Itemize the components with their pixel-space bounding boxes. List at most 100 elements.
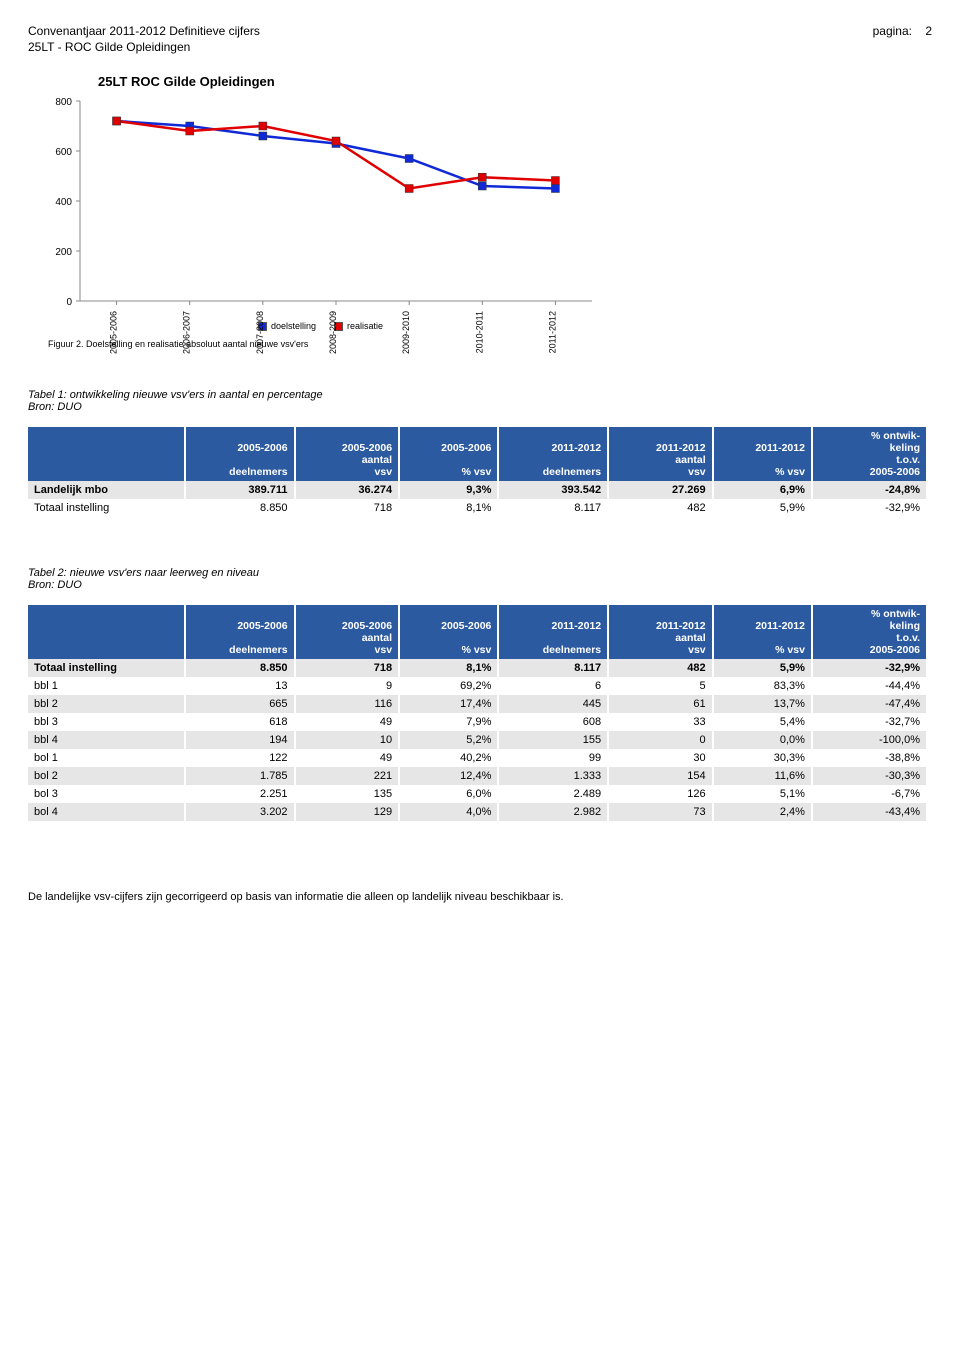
table-header: 2005-2006% vsv <box>399 427 498 481</box>
table-cell: 116 <box>295 695 400 713</box>
page-number: 2 <box>925 24 932 38</box>
table-cell: 154 <box>608 767 713 785</box>
table-cell: 5,9% <box>713 499 812 517</box>
table-cell: 33 <box>608 713 713 731</box>
row-label: Totaal instelling <box>28 659 185 677</box>
row-label: bol 4 <box>28 803 185 821</box>
table-cell: 0 <box>608 731 713 749</box>
table-cell: 30 <box>608 749 713 767</box>
footnote: De landelijke vsv-cijfers zijn gecorrige… <box>28 891 932 903</box>
table-cell: 13 <box>185 677 295 695</box>
row-label: bol 1 <box>28 749 185 767</box>
table-cell: 99 <box>498 749 608 767</box>
svg-text:400: 400 <box>55 197 72 208</box>
table-cell: 2.982 <box>498 803 608 821</box>
table-header: 2005-2006aantalvsv <box>295 605 400 659</box>
table-cell: 8.850 <box>185 659 295 677</box>
table-cell: 8.117 <box>498 499 608 517</box>
table2-source: Bron: DUO <box>28 579 932 591</box>
table-cell: 194 <box>185 731 295 749</box>
table-cell: 126 <box>608 785 713 803</box>
table-cell: 482 <box>608 659 713 677</box>
table-row: bol 32.2511356,0%2.4891265,1%-6,7% <box>28 785 927 803</box>
table-row: Landelijk mbo389.71136.2749,3%393.54227.… <box>28 481 927 499</box>
table-cell: 5 <box>608 677 713 695</box>
table-cell: 6,9% <box>713 481 812 499</box>
table2-caption: Tabel 2: nieuwe vsv'ers naar leerweg en … <box>28 567 932 579</box>
row-label: bol 2 <box>28 767 185 785</box>
table-header: 2005-2006aantalvsv <box>295 427 400 481</box>
table-cell: 10 <box>295 731 400 749</box>
table-cell: -32,9% <box>812 659 927 677</box>
svg-text:2011-2012: 2011-2012 <box>547 311 557 353</box>
chart-section: 25LT ROC Gilde Opleidingen 0200400600800… <box>38 74 932 349</box>
table-cell: 8.850 <box>185 499 295 517</box>
table-cell: 618 <box>185 713 295 731</box>
table-cell: 8,1% <box>399 499 498 517</box>
table-cell: 135 <box>295 785 400 803</box>
table-cell: 1.785 <box>185 767 295 785</box>
table-cell: 8,1% <box>399 659 498 677</box>
header-title: Convenantjaar 2011-2012 Definitieve cijf… <box>28 24 260 38</box>
table-cell: 2.489 <box>498 785 608 803</box>
table-header: 2011-2012% vsv <box>713 605 812 659</box>
table-row: bbl 4194105,2%15500,0%-100,0% <box>28 731 927 749</box>
svg-text:2007-2008: 2007-2008 <box>255 311 265 354</box>
table-row: bol 43.2021294,0%2.982732,4%-43,4% <box>28 803 927 821</box>
table-row: bbl 113969,2%6583,3%-44,4% <box>28 677 927 695</box>
table-cell: 393.542 <box>498 481 608 499</box>
table-cell: 83,3% <box>713 677 812 695</box>
table-cell: 482 <box>608 499 713 517</box>
row-label: bbl 4 <box>28 731 185 749</box>
page-header: Convenantjaar 2011-2012 Definitieve cijf… <box>28 24 932 38</box>
table-cell: 389.711 <box>185 481 295 499</box>
row-label: bbl 3 <box>28 713 185 731</box>
line-chart: 02004006008002005-20062006-20072007-2008… <box>38 95 598 315</box>
table-cell: 49 <box>295 749 400 767</box>
table-cell: 122 <box>185 749 295 767</box>
svg-text:2009-2010: 2009-2010 <box>401 311 411 354</box>
table-cell: 221 <box>295 767 400 785</box>
table1: 2005-2006deelnemers2005-2006aantalvsv200… <box>28 427 928 517</box>
table-cell: 5,4% <box>713 713 812 731</box>
table-cell: 13,7% <box>713 695 812 713</box>
table2: 2005-2006deelnemers2005-2006aantalvsv200… <box>28 605 928 821</box>
table-row: Totaal instelling8.8507188,1%8.1174825,9… <box>28 499 927 517</box>
table-cell: 0,0% <box>713 731 812 749</box>
table-row: Totaal instelling8.8507188,1%8.1174825,9… <box>28 659 927 677</box>
table-row: bol 21.78522112,4%1.33315411,6%-30,3% <box>28 767 927 785</box>
table-cell: 40,2% <box>399 749 498 767</box>
svg-text:800: 800 <box>55 97 72 108</box>
chart-title: 25LT ROC Gilde Opleidingen <box>98 74 932 89</box>
table-header: 2011-2012aantalvsv <box>608 605 713 659</box>
table-header <box>28 605 185 659</box>
row-label: bbl 2 <box>28 695 185 713</box>
table-cell: 4,0% <box>399 803 498 821</box>
table-cell: 61 <box>608 695 713 713</box>
svg-text:2008-2009: 2008-2009 <box>328 311 338 354</box>
table-cell: 5,1% <box>713 785 812 803</box>
table-header: 2005-2006deelnemers <box>185 605 295 659</box>
table-cell: -32,7% <box>812 713 927 731</box>
svg-text:2010-2011: 2010-2011 <box>474 311 484 353</box>
row-label: Totaal instelling <box>28 499 185 517</box>
row-label: bol 3 <box>28 785 185 803</box>
table-cell: 129 <box>295 803 400 821</box>
table-cell: -43,4% <box>812 803 927 821</box>
table1-source: Bron: DUO <box>28 401 932 413</box>
table-cell: 8.117 <box>498 659 608 677</box>
table-cell: -24,8% <box>812 481 927 499</box>
table-cell: -38,8% <box>812 749 927 767</box>
table-cell: 6 <box>498 677 608 695</box>
table-header: 2011-2012aantalvsv <box>608 427 713 481</box>
table-cell: -47,4% <box>812 695 927 713</box>
table-row: bbl 266511617,4%4456113,7%-47,4% <box>28 695 927 713</box>
table-header: 2011-2012% vsv <box>713 427 812 481</box>
table-cell: -6,7% <box>812 785 927 803</box>
table-cell: -32,9% <box>812 499 927 517</box>
table-header: 2011-2012deelnemers <box>498 605 608 659</box>
table-cell: 5,2% <box>399 731 498 749</box>
table-header: 2005-2006% vsv <box>399 605 498 659</box>
table-cell: 6,0% <box>399 785 498 803</box>
table-cell: 17,4% <box>399 695 498 713</box>
